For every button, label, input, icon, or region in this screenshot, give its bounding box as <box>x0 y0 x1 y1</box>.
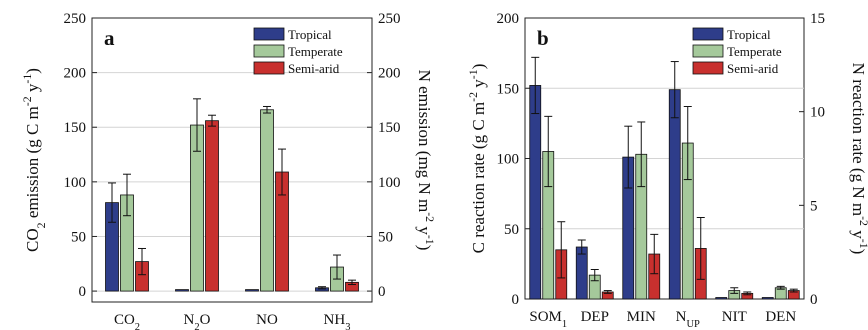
legend-swatch <box>692 61 724 75</box>
plot-area <box>91 17 373 303</box>
legend-swatch <box>253 61 285 75</box>
x-tick-label: DEP <box>581 309 609 325</box>
y-tick-label-left: 50 <box>71 229 86 245</box>
legend-swatch <box>692 44 724 58</box>
y-axis-label-right: N emission (mg N m-2 y-1) <box>415 70 437 251</box>
y-tick-label-right: 50 <box>378 229 393 245</box>
legend-swatch <box>253 27 285 41</box>
x-tick-label: NUP <box>676 309 700 330</box>
legend-label: Temperate <box>288 44 343 59</box>
y-tick-label-right: 150 <box>378 120 401 136</box>
y-tick-label-left: 100 <box>497 152 520 168</box>
y-tick-label-right: 5 <box>810 198 818 214</box>
bar <box>205 120 219 292</box>
y-tick-label-right: 250 <box>378 11 401 27</box>
y-axis-label-left: CO2 emission (g C m-2 y-1) <box>20 68 48 252</box>
y-tick-label-right: 100 <box>378 175 401 191</box>
bar <box>761 297 774 300</box>
y-tick-label-left: 150 <box>497 81 520 97</box>
y-axis-label-right: N reaction rate (g N m-2 y-1) <box>849 63 868 255</box>
legend-label: Semi-arid <box>727 61 779 76</box>
bar <box>668 89 681 300</box>
legend-label: Temperate <box>727 44 782 59</box>
bar <box>575 246 588 300</box>
panel-b: 0 50 100 150 200 0 5 10 15 SOM1 DEP MIN NUP NIT DEN b Tr… <box>466 11 868 330</box>
y-tick-label-right: 200 <box>378 66 401 82</box>
y-tick-label-left: 50 <box>504 222 519 238</box>
panel-letter: b <box>537 26 549 50</box>
panel-letter: a <box>104 26 115 50</box>
x-tick-label: CO2 <box>114 312 140 330</box>
y-tick-label-left: 200 <box>497 11 520 27</box>
y-tick-label-right: 0 <box>378 284 386 300</box>
y-axis-label-left: C reaction rate (g C m-2 y-1) <box>466 64 488 254</box>
y-tick-label-left: 100 <box>64 175 87 191</box>
y-tick-label-left: 150 <box>64 120 87 136</box>
legend: Tropical Temperate Semi-arid <box>253 27 343 76</box>
bar <box>175 289 189 292</box>
x-tick-label: MIN <box>627 309 656 325</box>
y-tick-label-right: 10 <box>810 105 825 121</box>
panel-a: 0 50 100 150 200 250 0 50 100 150 200 250 CO2 N2O NO NH… <box>20 11 437 330</box>
legend-swatch <box>692 27 724 41</box>
x-tick-label: NH3 <box>324 312 351 330</box>
y-tick-label-left: 0 <box>512 292 520 308</box>
x-tick-label: SOM1 <box>529 309 567 330</box>
bar <box>245 289 259 292</box>
x-tick-label: DEN <box>765 309 796 325</box>
x-tick-label: NIT <box>722 309 747 325</box>
bar <box>260 109 274 292</box>
y-tick-label-right: 0 <box>810 292 818 308</box>
x-tick-label: NO <box>256 312 278 328</box>
bar <box>715 297 728 300</box>
legend-swatch <box>253 44 285 58</box>
bar <box>529 85 542 300</box>
y-tick-label-left: 0 <box>79 284 87 300</box>
legend-label: Semi-arid <box>288 61 340 76</box>
legend-label: Tropical <box>288 27 332 42</box>
y-tick-label-left: 250 <box>64 11 87 27</box>
x-tick-label: N2O <box>184 312 211 330</box>
legend: Tropical Temperate Semi-arid <box>692 27 782 76</box>
y-tick-label-right: 15 <box>810 11 825 27</box>
y-tick-label-left: 200 <box>64 66 87 82</box>
legend-label: Tropical <box>727 27 771 42</box>
